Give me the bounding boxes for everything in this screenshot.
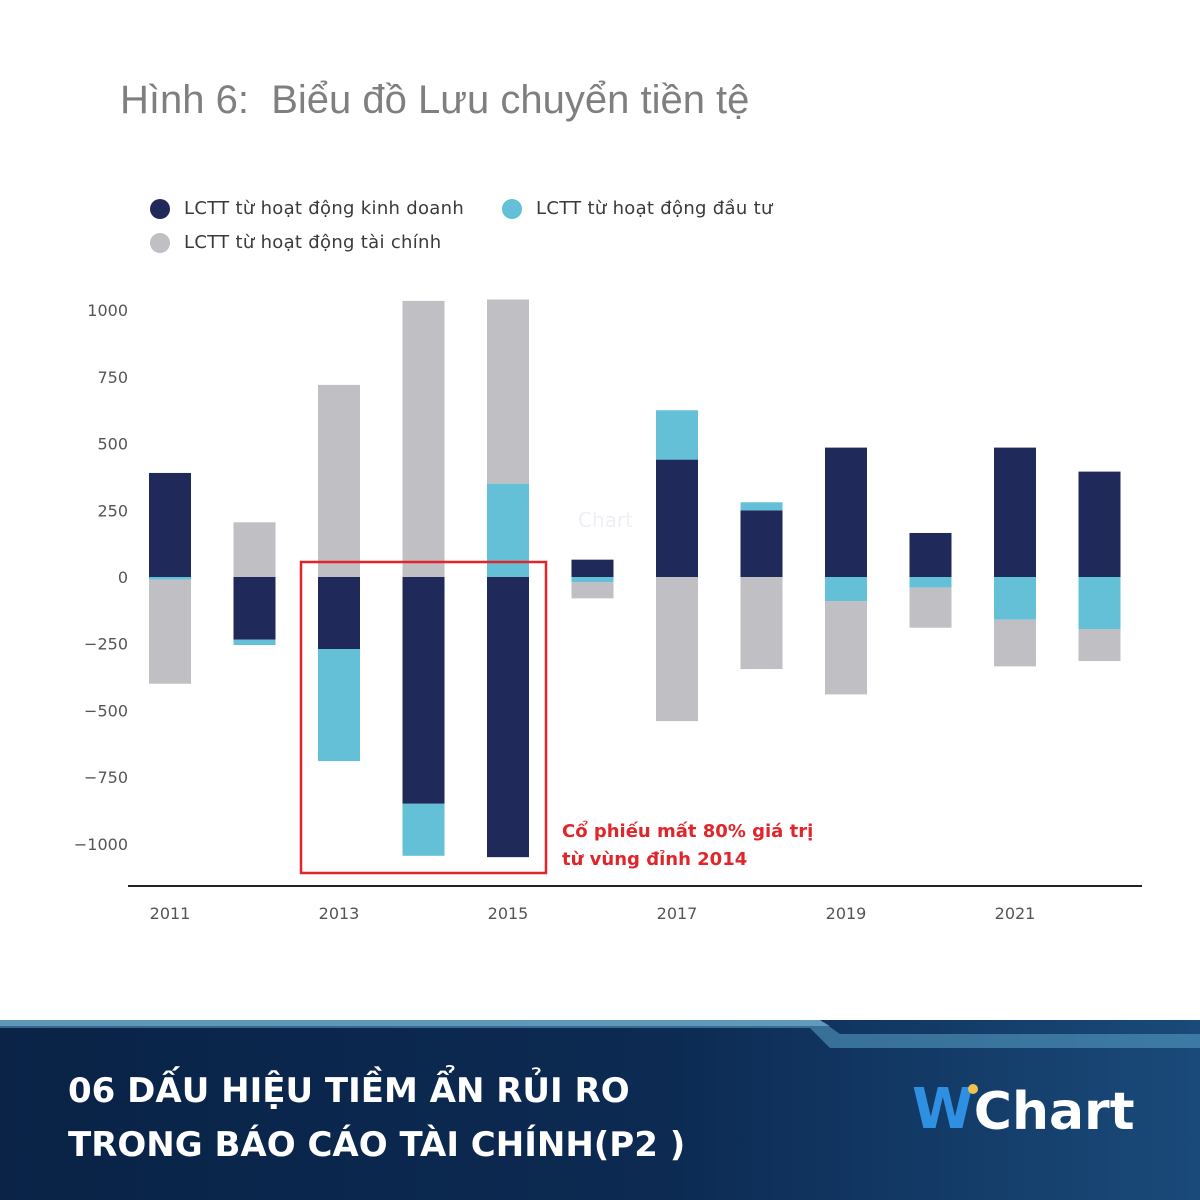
x-tick-label: 2019 [826,904,867,923]
banner-line-1: 06 DẤU HIỆU TIỀM ẨN RỦI RO [68,1071,630,1111]
y-tick-label: 500 [97,435,128,454]
bar-2020-series-1 [909,532,952,577]
bar-2022-series-3 [1078,629,1121,662]
bar-2011-series-2 [149,577,191,580]
bar-2022-series-2 [1078,577,1121,630]
bar-2013-series-2 [318,649,360,762]
legend-label-investing: LCTT từ hoạt động đầu tư [536,198,773,219]
y-tick-label: 0 [118,568,128,587]
y-tick-label: −750 [84,768,128,787]
bar-2019-series-3 [825,601,867,695]
bar-2018-series-1 [740,510,783,577]
bar-2012-series-1 [233,577,276,640]
banner-line-2: TRONG BÁO CÁO TÀI CHÍNH(P2 ) [68,1125,686,1165]
legend-dot-operating [150,198,170,219]
y-tick-label: 250 [97,501,128,520]
x-tick-label: 2021 [995,904,1036,923]
annotation-line-1: Cổ phiếu mất 80% giá trị [562,821,814,842]
bar-2021-series-3 [994,619,1036,667]
bar-2012-series-2 [233,639,276,646]
bar-2019-series-2 [825,577,867,602]
bar-2014-series-2 [402,803,445,856]
bar-2013-series-3 [318,384,360,577]
bar-2016-series-1 [571,559,614,577]
wichart-logo: W Chart [912,1077,1135,1142]
bar-2014-series-1 [402,577,445,804]
bar-2021-series-1 [994,447,1036,577]
legend-dot-investing [502,198,522,219]
legend-label-operating: LCTT từ hoạt động kinh doanh [184,198,465,219]
bottom-banner: 06 DẤU HIỆU TIỀM ẨN RỦI RO TRONG BÁO CÁO… [0,1020,1200,1200]
bar-2018-series-3 [740,577,783,670]
y-tick-label: 750 [97,368,128,387]
bar-2014-series-3 [402,300,445,577]
legend-item-operating: LCTT từ hoạt động kinh doanh [150,198,464,219]
x-tick-label: 2017 [657,904,698,923]
bar-2016-series-3 [571,582,614,599]
y-tick-label: −250 [84,635,128,654]
bar-2017-series-3 [656,577,698,722]
legend-dot-financing [150,232,170,253]
bar-2015-series-1 [487,577,529,858]
y-tick-label: 1000 [87,301,128,320]
chart-legend: LCTT từ hoạt động kinh doanh LCTT từ hoạ… [150,198,850,268]
chart-annotation: Cổ phiếu mất 80% giá trị từ vùng đỉnh 20… [562,818,813,874]
figure-title: Hình 6: Biểu đồ Lưu chuyển tiền tệ [120,78,750,122]
annotation-line-2: từ vùng đỉnh 2014 [562,849,748,870]
logo-mark: W [912,1077,978,1142]
x-tick-label: 2011 [150,904,191,923]
banner-accent-stripe [0,1020,1200,1048]
banner-headline: 06 DẤU HIỆU TIỀM ẨN RỦI RO TRONG BÁO CÁO… [68,1064,685,1172]
legend-item-investing: LCTT từ hoạt động đầu tư [502,198,773,219]
bar-2012-series-3 [233,522,276,577]
legend-label-financing: LCTT từ hoạt động tài chính [184,232,442,253]
bar-2011-series-1 [149,472,191,577]
highlight-box [299,560,548,875]
bar-2013-series-1 [318,577,360,650]
y-tick-label: −500 [84,701,128,720]
bar-2022-series-1 [1078,471,1121,577]
chart-watermark: Chart [578,508,633,532]
bar-2015-series-3 [487,299,529,484]
bar-2020-series-3 [909,587,952,628]
bar-2017-series-2 [656,410,698,460]
bar-2019-series-1 [825,447,867,577]
bar-2016-series-2 [571,577,614,583]
y-tick-label: −1000 [74,835,128,854]
bar-2021-series-2 [994,577,1036,620]
cash-flow-chart: 1000 750 500 250 0 −250 −500 −750 −1000 2011 2013 2… [74,299,1142,923]
bar-2020-series-2 [909,577,952,588]
x-tick-label: 2013 [319,904,360,923]
bar-2017-series-1 [656,459,698,577]
logo-wordmark: Chart [973,1082,1135,1142]
x-tick-label: 2015 [488,904,529,923]
bar-2011-series-3 [149,579,191,684]
bar-2018-series-2 [740,502,783,511]
legend-item-financing: LCTT từ hoạt động tài chính [150,232,441,253]
